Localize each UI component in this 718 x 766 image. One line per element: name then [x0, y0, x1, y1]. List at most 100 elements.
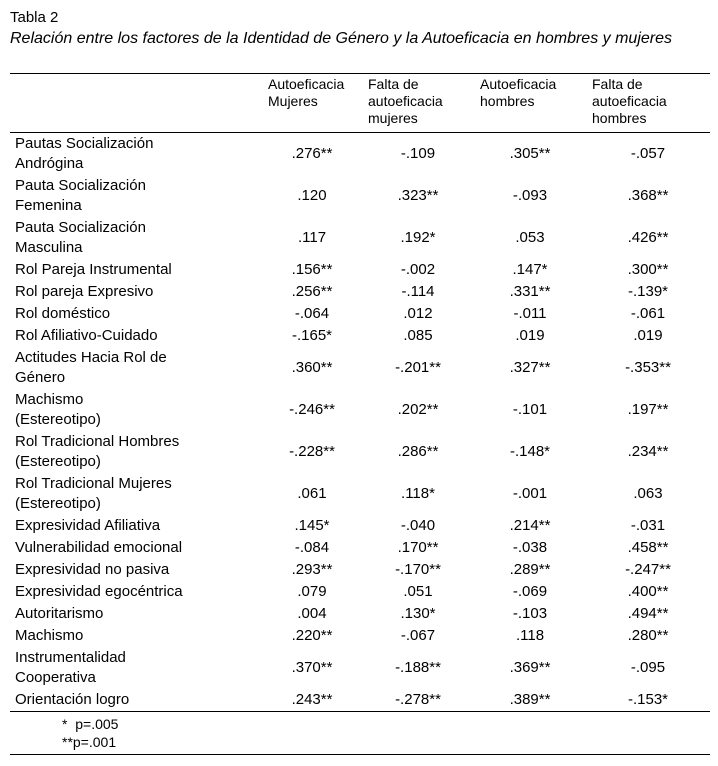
cell-value: -.188** — [395, 659, 441, 676]
row-label: Instrumentalidad Cooperativa — [15, 649, 126, 686]
column-header: Falta de autoeficacia hombres — [592, 76, 667, 126]
cell-value: .243** — [262, 689, 362, 712]
cell-value: -.031 — [630, 517, 666, 534]
cell-value: -.093 — [512, 187, 548, 204]
column-header: Autoeficacia Mujeres — [268, 76, 345, 109]
cell-value: -.228** — [289, 443, 335, 460]
table-row: Rol Tradicional Hombres (Estereotipo) -.2… — [10, 431, 710, 473]
footnotes: * p=.005 **p=.001 — [62, 715, 709, 751]
cell-value: -.109 — [400, 145, 436, 162]
cell-value: -.040 — [400, 517, 436, 534]
table-row: Machismo (Estereotipo) -.246** .202** -.101… — [10, 389, 710, 431]
row-label: Machismo (Estereotipo) — [15, 391, 101, 428]
cell-value: .156** — [291, 261, 333, 278]
row-label: Vulnerabilidad emocional — [15, 539, 183, 556]
cell-value: .053 — [515, 229, 545, 246]
cell-value: -.246** — [289, 401, 335, 418]
cell-value: -.148* — [509, 443, 551, 460]
cell-value: .389** — [474, 689, 586, 712]
cell-value: -.101 — [512, 401, 548, 418]
cell-value: .079 — [297, 583, 327, 600]
row-label: Rol pareja Expresivo — [15, 283, 154, 300]
cell-value: .061 — [297, 485, 327, 502]
table-body: Pautas Socialización Andrógina .276** -.10… — [10, 133, 710, 712]
cell-value: -.095 — [630, 659, 666, 676]
table-row: Orientación logro .243** -.278** .389** -.15… — [10, 689, 710, 712]
table-row: Rol Tradicional Mujeres (Estereotipo) .06… — [10, 473, 710, 515]
table-row: Autoritarismo .004 .130* -.103 .494** — [10, 603, 710, 625]
cell-value: .130* — [400, 605, 436, 622]
cell-value: -.057 — [630, 145, 666, 162]
footnote-double-asterisk: **p=.001 — [62, 734, 117, 750]
cell-value: .019 — [633, 327, 663, 344]
footnote-single-asterisk: * p=.005 — [62, 716, 119, 732]
cell-value: .370** — [291, 659, 333, 676]
cell-value: .019 — [515, 327, 545, 344]
column-header: Autoeficacia hombres — [480, 76, 557, 109]
header-row: Autoeficacia Mujeres Falta de autoeficaci… — [10, 73, 710, 133]
table-row: Vulnerabilidad emocional -.084 .170** -.038… — [10, 537, 710, 559]
cell-value: .117 — [297, 229, 327, 246]
row-label: Pauta Socialización Masculina — [15, 219, 146, 256]
cell-value: .192* — [400, 229, 436, 246]
cell-value: -.011 — [513, 305, 547, 322]
table-row: Pautas Socialización Andrógina .276** -.10… — [10, 133, 710, 176]
table-row: Rol doméstico -.064 .012 -.011 -.061 — [10, 303, 710, 325]
cell-value: .214** — [509, 517, 551, 534]
cell-value: -.278** — [362, 689, 474, 712]
row-label: Machismo — [15, 627, 84, 644]
cell-value: .085 — [403, 327, 433, 344]
row-label: Expresividad Afiliativa — [15, 517, 161, 534]
cell-value: .360** — [291, 359, 333, 376]
cell-value: .280** — [627, 627, 669, 644]
correlation-table: Autoeficacia Mujeres Falta de autoeficaci… — [10, 73, 710, 712]
cell-value: -.001 — [512, 485, 548, 502]
table-row: Rol pareja Expresivo .256** -.114 .331** -.1… — [10, 281, 710, 303]
row-label: Actitudes Hacia Rol de Género — [15, 349, 167, 386]
cell-value: -.103 — [512, 605, 548, 622]
row-label: Expresividad no pasiva — [15, 561, 170, 578]
cell-value: .120 — [297, 187, 327, 204]
row-label: Rol Tradicional Hombres (Estereotipo) — [15, 433, 180, 470]
cell-value: -.069 — [512, 583, 548, 600]
table-row: Pauta Socialización Femenina .120 .323** -.… — [10, 175, 710, 217]
cell-value: .063 — [633, 485, 663, 502]
cell-value: .118 — [515, 627, 545, 644]
cell-value: .197** — [627, 401, 669, 418]
row-label: Pauta Socialización Femenina — [15, 177, 146, 214]
row-label: Orientación logro — [10, 689, 262, 712]
cell-value: .400** — [627, 583, 669, 600]
table-row: Expresividad Afiliativa .145* -.040 .214** -… — [10, 515, 710, 537]
row-label: Rol Pareja Instrumental — [15, 261, 172, 278]
cell-value: .323** — [397, 187, 439, 204]
cell-value: .289** — [509, 561, 551, 578]
cell-value: .147* — [512, 261, 548, 278]
row-label: Expresividad egocéntrica — [15, 583, 183, 600]
row-label: Rol Tradicional Mujeres (Estereotipo) — [15, 475, 172, 512]
row-label: Rol Afiliativo-Cuidado — [15, 327, 158, 344]
column-header: Falta de autoeficacia mujeres — [368, 76, 443, 126]
table-row: Rol Afiliativo-Cuidado -.165* .085 .019 .019 — [10, 325, 710, 347]
table-row: Expresividad egocéntrica .079 .051 -.069 .40… — [10, 581, 710, 603]
cell-value: .494** — [627, 605, 669, 622]
cell-value: .426** — [627, 229, 669, 246]
bottom-rule — [10, 754, 710, 755]
cell-value: .145* — [294, 517, 330, 534]
table-row: Pauta Socialización Masculina .117 .192* .0… — [10, 217, 710, 259]
table-row: Rol Pareja Instrumental .156** -.002 .147*.… — [10, 259, 710, 281]
cell-value: .369** — [509, 659, 551, 676]
cell-value: -.064 — [294, 305, 330, 322]
cell-value: -.061 — [630, 305, 666, 322]
cell-value: .234** — [627, 443, 669, 460]
cell-value: -.170** — [395, 561, 441, 578]
table-number-title: Tabla 2 — [10, 9, 59, 26]
cell-value: -.353** — [625, 359, 671, 376]
cell-value: -.114 — [401, 283, 435, 300]
table-row: Instrumentalidad Cooperativa .370** -.188*… — [10, 647, 710, 689]
cell-value: .220** — [291, 627, 333, 644]
cell-value: -.139* — [627, 283, 669, 300]
row-label: Pautas Socialización Andrógina — [15, 135, 154, 172]
row-label: Autoritarismo — [15, 605, 104, 622]
cell-value: .331** — [509, 283, 551, 300]
